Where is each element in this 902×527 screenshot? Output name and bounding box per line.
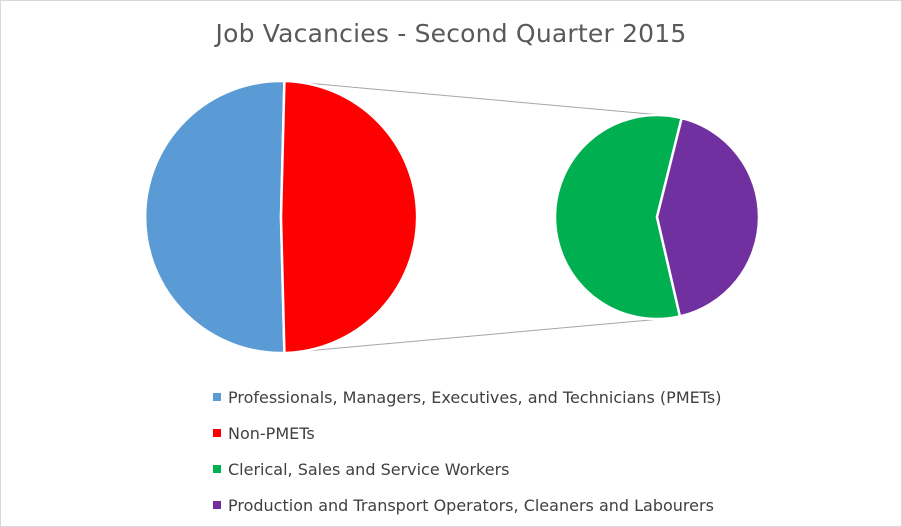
legend-label: Production and Transport Operators, Clea… [228,495,714,515]
pie-slice-non-pmets [279,79,419,355]
main-pie [143,79,419,355]
legend-item: Clerical, Sales and Service Workers [213,451,873,487]
connector-line-bottom [284,318,663,354]
legend-item: Production and Transport Operators, Clea… [213,487,873,523]
legend-label: Clerical, Sales and Service Workers [228,459,510,479]
legend-swatch [213,429,221,437]
pie-slice-clerical-sales-and-service-workers [553,113,683,321]
legend-swatch [213,465,221,473]
legend-item: Non-PMETs [213,415,873,451]
connector-line-top [284,80,663,116]
legend-swatch [213,393,221,401]
pie-slice-production-and-transport-operators-cleaners-and-labourers [655,116,761,318]
legend-swatch [213,501,221,509]
pie-slice-professionals-managers-executives-and-technicians-pmets [143,79,286,355]
legend-label: Non-PMETs [228,423,315,443]
legend: Professionals, Managers, Executives, and… [213,379,873,523]
secondary-pie [553,113,761,321]
legend-item: Professionals, Managers, Executives, and… [213,379,873,415]
connector-lines [284,80,663,354]
chart-title: Job Vacancies - Second Quarter 2015 [215,19,687,48]
legend-label: Professionals, Managers, Executives, and… [228,387,722,407]
